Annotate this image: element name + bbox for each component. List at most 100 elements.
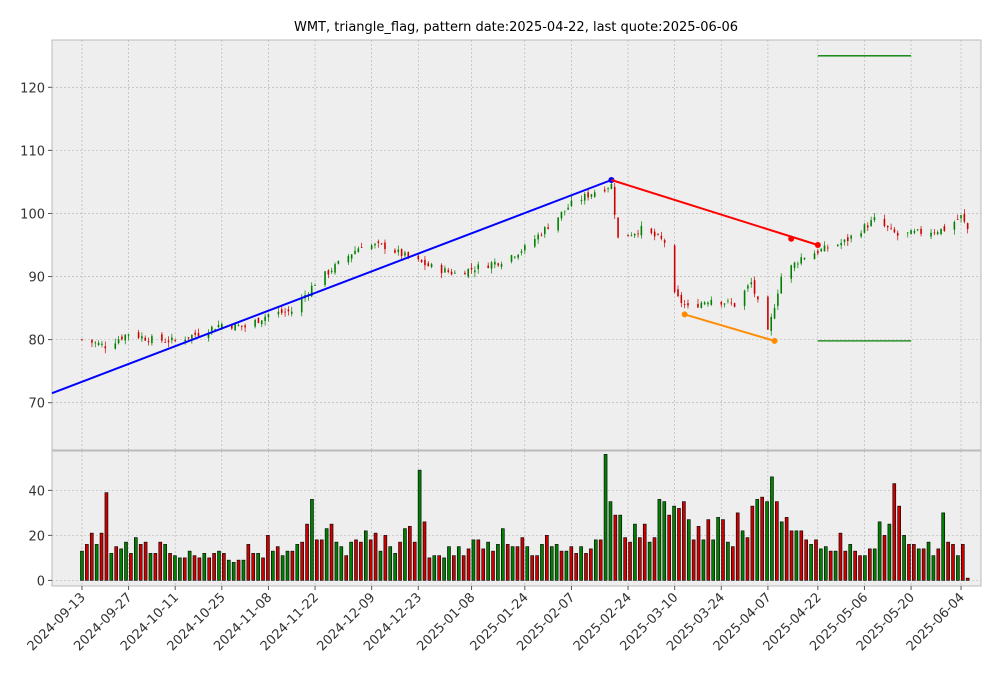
- volume-bar: [378, 550, 383, 581]
- candle-body: [417, 255, 420, 260]
- candle-body: [733, 303, 736, 307]
- volume-bar: [197, 557, 202, 581]
- candle-body: [793, 262, 796, 269]
- x-axis: 2024-09-132024-09-272024-10-112024-10-25…: [25, 586, 968, 654]
- candle-body: [467, 268, 470, 277]
- candle-body: [603, 189, 606, 192]
- volume-bar: [545, 535, 549, 581]
- candle-body: [94, 342, 97, 344]
- volume-bar: [921, 548, 926, 581]
- candle-body: [657, 234, 659, 235]
- volume-bar: [848, 544, 853, 581]
- candle-body: [697, 303, 699, 308]
- candle-body: [770, 316, 773, 331]
- volume-bar: [907, 544, 911, 581]
- volume-bar: [540, 544, 544, 581]
- volume-bar: [231, 562, 236, 581]
- volume-bar: [471, 539, 476, 581]
- volume-bar: [882, 535, 887, 581]
- volume-bar: [300, 541, 304, 581]
- candle-body: [593, 192, 596, 197]
- volume-bar: [726, 541, 730, 581]
- volume-bar: [554, 544, 559, 581]
- volume-bar: [809, 544, 813, 581]
- candle-body: [314, 285, 316, 286]
- candle-body: [660, 235, 663, 239]
- candle-body: [167, 340, 170, 343]
- candle-body: [420, 259, 423, 263]
- pattern-line: [684, 313, 775, 342]
- candle-body: [394, 249, 396, 253]
- pattern-marker: [771, 337, 778, 344]
- candle-body: [777, 293, 779, 307]
- candle-body: [637, 233, 639, 235]
- candle-body: [197, 333, 200, 337]
- candle-body: [540, 234, 543, 236]
- volume-bar: [129, 553, 133, 581]
- candle-body: [277, 311, 280, 315]
- candle-body: [633, 233, 636, 236]
- candle-body: [137, 332, 140, 338]
- volume-bar: [843, 550, 848, 581]
- candle-body: [267, 314, 270, 318]
- volume-bar: [280, 555, 285, 581]
- volume-bar: [598, 539, 603, 581]
- candle-body: [747, 285, 749, 289]
- candle-body: [743, 290, 746, 306]
- candle-body: [147, 341, 150, 343]
- volume-bar: [324, 528, 329, 581]
- candle-body: [960, 215, 962, 219]
- volume-bar: [202, 553, 207, 581]
- candle-body: [354, 250, 356, 255]
- volume-bar: [730, 546, 735, 581]
- candle-body: [310, 285, 313, 297]
- volume-bar: [226, 559, 231, 581]
- price-panel-background: [51, 39, 982, 451]
- volume-bar: [941, 512, 946, 581]
- volume-bar: [354, 539, 358, 581]
- candle-body: [930, 232, 932, 237]
- volume-bar: [427, 557, 432, 581]
- volume-bar: [549, 546, 554, 581]
- volume-bar: [902, 535, 906, 581]
- candle-body: [487, 265, 489, 269]
- volume-bar: [271, 550, 275, 581]
- volume-bar: [515, 546, 520, 581]
- volume-bar: [290, 550, 295, 581]
- volume-bar: [931, 555, 936, 581]
- candle-body: [187, 337, 190, 339]
- volume-bar: [946, 541, 950, 581]
- volume-bar: [887, 523, 892, 581]
- candle-body: [943, 226, 946, 231]
- candle-body: [813, 253, 816, 260]
- candle-body: [730, 302, 733, 304]
- candle-body: [380, 243, 383, 245]
- candle-body: [563, 210, 566, 212]
- volume-bar: [461, 555, 466, 581]
- volume-bar: [965, 577, 970, 581]
- volume-bar: [735, 512, 740, 581]
- candle-body: [194, 332, 196, 335]
- candle-body: [454, 272, 456, 274]
- candle-body: [560, 211, 563, 219]
- candle-body: [447, 270, 450, 272]
- volume-bar: [315, 539, 319, 581]
- candle-body: [211, 326, 213, 331]
- volume-bar: [99, 532, 104, 581]
- volume-bar: [334, 541, 339, 581]
- candle-body: [850, 235, 852, 239]
- candle-body: [254, 319, 256, 327]
- volume-bar: [505, 544, 510, 581]
- candle-body: [827, 247, 829, 249]
- candle-body: [780, 276, 783, 294]
- volume-bar: [501, 528, 505, 581]
- candle-body: [477, 264, 480, 270]
- candle-body: [547, 227, 549, 230]
- candle-body: [790, 265, 793, 279]
- candle-body: [587, 192, 589, 198]
- volume-bar: [148, 553, 153, 581]
- candle-body: [767, 296, 769, 330]
- volume-bar: [897, 505, 901, 581]
- candle-body: [910, 230, 912, 235]
- volume-bar: [608, 501, 613, 581]
